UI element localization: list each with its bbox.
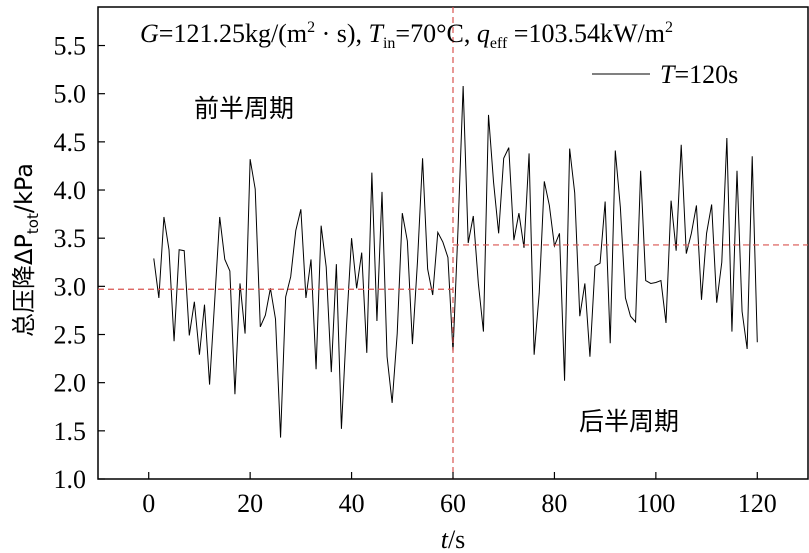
x-tick-label: 100 bbox=[636, 489, 675, 518]
tin-subscript: in bbox=[383, 35, 395, 52]
x-tick-label: 40 bbox=[339, 489, 365, 518]
y-axis-subscript: tot bbox=[24, 213, 42, 234]
x-tick-label: 80 bbox=[541, 489, 567, 518]
y-axis-unit: /kPa bbox=[10, 163, 38, 213]
legend-symbol: T bbox=[660, 60, 676, 89]
q-superscript: 2 bbox=[665, 19, 673, 36]
x-tick-label: 0 bbox=[142, 489, 155, 518]
first-half-annotation: 前半周期 bbox=[194, 94, 294, 123]
y-axis-prefix: 总压降ΔP bbox=[10, 234, 38, 337]
legend-label: T=120s bbox=[660, 60, 738, 89]
y-axis-label: 总压降ΔPtot/kPa bbox=[10, 163, 42, 337]
g-symbol: G bbox=[140, 19, 159, 48]
g-superscript: 2 bbox=[307, 19, 315, 36]
y-tick-label: 3.0 bbox=[54, 272, 87, 301]
y-tick-label: 2.5 bbox=[54, 321, 87, 350]
y-tick-label: 3.5 bbox=[54, 224, 87, 253]
y-tick-label: 4.0 bbox=[54, 176, 87, 205]
g-value: =121.25kg/(m bbox=[159, 19, 307, 48]
x-axis-unit: /s bbox=[448, 525, 465, 553]
tin-symbol: T bbox=[369, 19, 385, 48]
y-tick-label: 1.0 bbox=[54, 465, 87, 494]
q-symbol: q bbox=[477, 19, 490, 48]
y-axis-ticks: 1.0 1.5 2.0 2.5 3.0 3.5 4.0 4.5 5.0 5.5 bbox=[54, 32, 105, 494]
conditions-text: G=121.25kg/(m2 · s), Tin=70°C, qeff =103… bbox=[140, 19, 673, 52]
x-axis-ticks: 0 20 40 60 80 100 120 bbox=[142, 472, 777, 518]
g-tail: · s), bbox=[315, 19, 368, 48]
y-tick-label: 1.5 bbox=[54, 417, 87, 446]
y-tick-label: 5.5 bbox=[54, 32, 87, 61]
x-axis-symbol: t bbox=[441, 525, 449, 553]
x-tick-label: 120 bbox=[738, 489, 777, 518]
y-tick-label: 2.0 bbox=[54, 369, 87, 398]
tin-value: =70°C, bbox=[395, 19, 476, 48]
x-tick-label: 60 bbox=[440, 489, 466, 518]
y-tick-label: 4.5 bbox=[54, 128, 87, 157]
x-axis-label: t/s bbox=[441, 525, 466, 553]
x-tick-label: 20 bbox=[237, 489, 263, 518]
q-subscript: eff bbox=[490, 35, 508, 52]
legend-value: =120s bbox=[674, 60, 738, 89]
y-tick-label: 5.0 bbox=[54, 80, 87, 109]
second-half-annotation: 后半周期 bbox=[579, 407, 679, 436]
q-value: =103.54kW/m bbox=[507, 19, 665, 48]
series-line-T120s bbox=[153, 85, 758, 438]
